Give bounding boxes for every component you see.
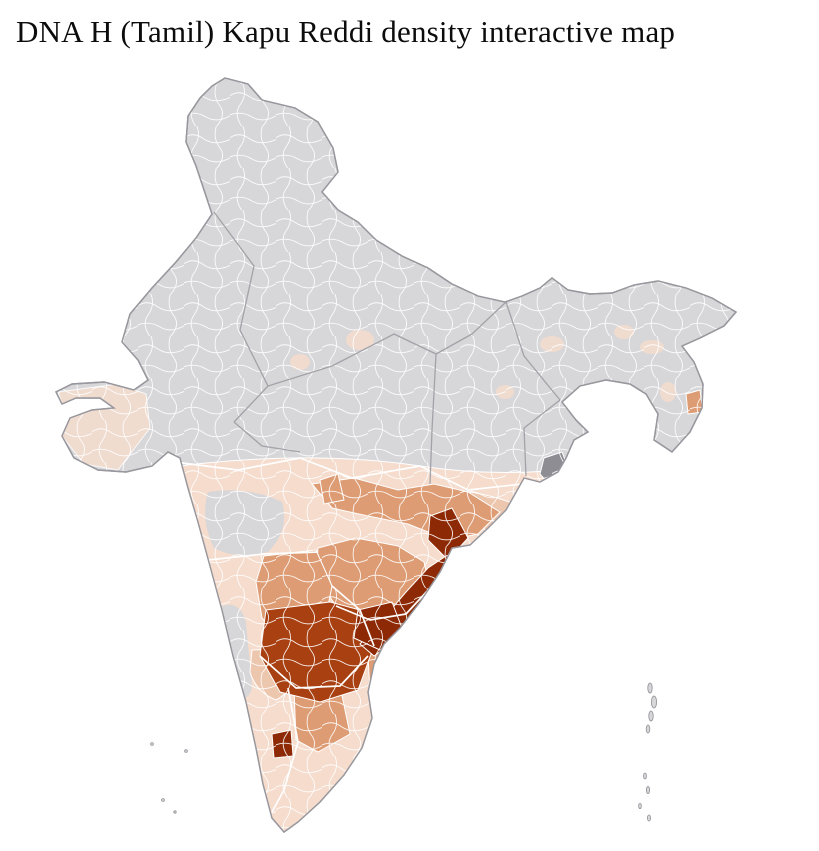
andaman-nicobar-islands[interactable] bbox=[638, 682, 658, 822]
state-borders-white bbox=[173, 457, 541, 813]
district-borders-mesh bbox=[56, 78, 736, 832]
state-borders-gray bbox=[213, 211, 561, 485]
lakshadweep-islands[interactable] bbox=[150, 742, 188, 814]
page-title: DNA H (Tamil) Kapu Reddi density interac… bbox=[16, 14, 676, 49]
